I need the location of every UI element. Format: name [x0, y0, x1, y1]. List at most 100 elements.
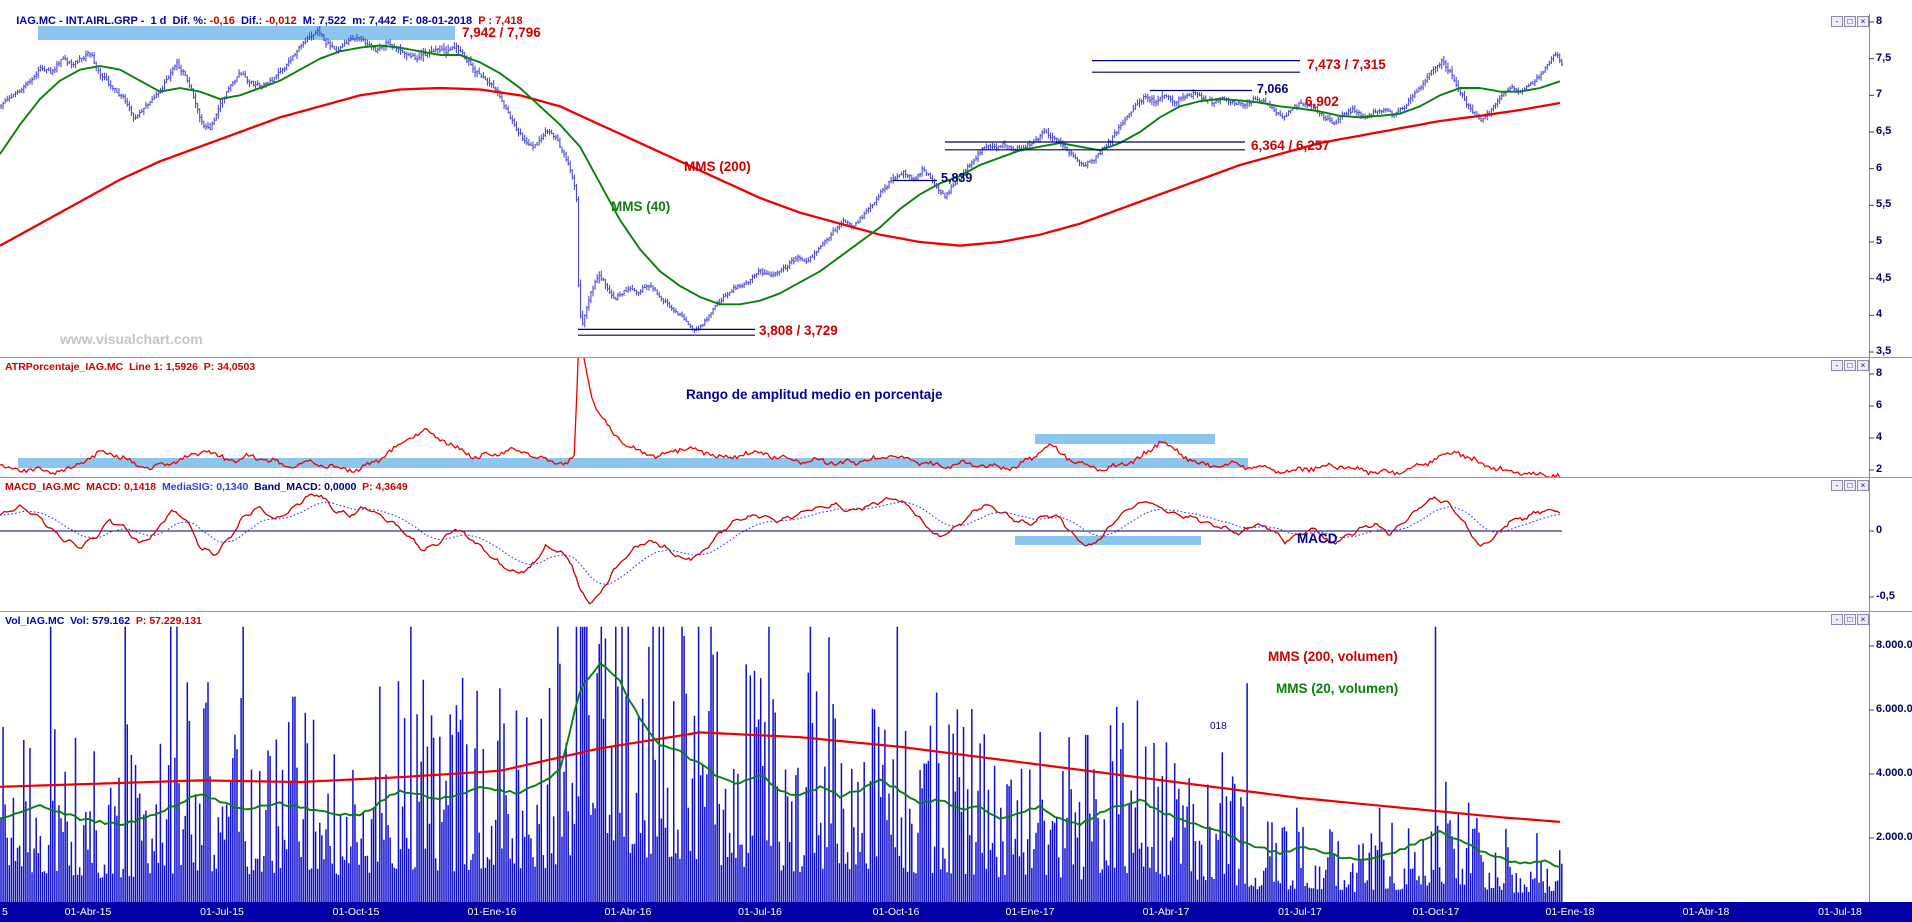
- header-segment: MACD: 0,1418: [86, 481, 162, 493]
- level-label-7473-7315[interactable]: 7,473 / 7,315: [1307, 57, 1386, 72]
- minimize-button[interactable]: -: [1831, 480, 1843, 491]
- level-label-3808-3729[interactable]: 3,808 / 3,729: [759, 323, 838, 338]
- highlight-band[interactable]: [38, 26, 455, 40]
- chart-title-bar: IAG.MC - INT.AIRL.GRP - 1 d Dif. %: -0,1…: [0, 0, 1912, 27]
- maximize-button[interactable]: □: [1844, 16, 1856, 27]
- header-segment: -0,012: [265, 15, 297, 27]
- y-axis-label: -0,5: [1876, 590, 1895, 602]
- date-label: 01-Ene-18: [1545, 906, 1595, 918]
- panel-window-controls: - □ ×: [1830, 360, 1869, 371]
- y-axis-label: 6.000.000: [1876, 703, 1912, 715]
- maximize-button[interactable]: □: [1844, 360, 1856, 371]
- level-label-7942-7796[interactable]: 7,942 / 7,796: [462, 25, 541, 40]
- price-close-ticks: [1, 30, 1564, 331]
- maximize-button[interactable]: □: [1844, 614, 1856, 625]
- y-axis-label: 6: [1876, 161, 1883, 174]
- volume-mms200-legend: MMS (200, volumen): [1268, 649, 1398, 664]
- highlight-band[interactable]: [1035, 434, 1215, 444]
- y-axis-label: 4.000.000: [1876, 767, 1912, 779]
- close-button[interactable]: ×: [1857, 360, 1869, 371]
- minimize-button[interactable]: -: [1831, 16, 1843, 27]
- y-axis-label: 4: [1876, 431, 1883, 443]
- date-label: 01-Oct-16: [872, 906, 920, 918]
- panel-window-controls: - □ ×: [1830, 614, 1869, 625]
- header-segment: IAG.MC - INT.AIRL.GRP - 1 d: [16, 15, 173, 27]
- header-segment: P : 7,418: [478, 15, 523, 27]
- atr-description-label: Rango de amplitud medio en porcentaje: [686, 387, 943, 402]
- header-segment: MediaSIG: 0,1340: [161, 481, 255, 493]
- date-label: 01-Ene-17: [1005, 906, 1055, 918]
- minimize-button[interactable]: -: [1831, 360, 1843, 371]
- close-button[interactable]: ×: [1857, 16, 1869, 27]
- y-axis-label: 6: [1876, 399, 1883, 411]
- mms200-value-label[interactable]: 6,902: [1305, 94, 1339, 109]
- header-segment: P: 34,0503: [203, 361, 256, 373]
- partial-year-label: 018: [1210, 721, 1227, 732]
- highlight-band[interactable]: [1015, 536, 1201, 545]
- date-label: 01-Ene-16: [467, 906, 517, 918]
- date-label: 01-Abr-18: [1682, 906, 1730, 918]
- y-axis-label: 3,5: [1876, 344, 1892, 357]
- atr-line: [0, 358, 1561, 478]
- header-segment: MACD_IAG.MC: [5, 481, 87, 493]
- y-axis-label: 8.000.000: [1876, 639, 1912, 651]
- maximize-button[interactable]: □: [1844, 480, 1856, 491]
- mms200-legend: MMS (200): [684, 159, 751, 174]
- date-label: 01-Jul-18: [1818, 906, 1862, 918]
- mms40-legend: MMS (40): [611, 199, 671, 214]
- header-segment: Dif. %:: [172, 15, 210, 27]
- highlight-band[interactable]: [18, 458, 1248, 468]
- close-button[interactable]: ×: [1857, 614, 1869, 625]
- macd-line: [0, 493, 1561, 605]
- volume-mms200-line: [0, 731, 1561, 823]
- close-button[interactable]: ×: [1857, 480, 1869, 491]
- watermark: www.visualchart.com: [60, 331, 203, 347]
- y-axis-label: 8: [1876, 367, 1883, 379]
- minimize-button[interactable]: -: [1831, 614, 1843, 625]
- y-axis-label: 0: [1876, 524, 1883, 536]
- panel-window-controls: - □ ×: [1830, 16, 1869, 27]
- volume-mms20-legend: MMS (20, volumen): [1276, 681, 1399, 696]
- time-axis[interactable]: 01-Abr-15 01-Jul-15 01-Oct-15 01-Ene-16 01-A…: [0, 902, 1912, 922]
- volume-mms20-line: [0, 662, 1561, 868]
- date-label: 01-Jul-15: [200, 906, 244, 918]
- header-segment: -0,16: [209, 15, 235, 27]
- level-label-6364-6257[interactable]: 6,364 / 6,257: [1251, 138, 1330, 153]
- header-segment: Line 1: 1,5926: [129, 361, 204, 373]
- volume-panel-graphics: [0, 626, 1563, 902]
- macd-panel-graphics: [0, 493, 1562, 605]
- mms200-line: [0, 86, 1561, 247]
- date-label: 01-Jul-17: [1278, 906, 1322, 918]
- header-segment: Band_MACD: 0,0000: [254, 481, 363, 493]
- header-segment: Dif.:: [234, 15, 266, 27]
- price-panel-graphics: [0, 26, 1564, 336]
- y-axis-label: 8: [1876, 15, 1883, 27]
- date-label-partial: 5: [2, 906, 8, 918]
- header-segment: Vol: 579.162: [70, 615, 136, 627]
- header-segment: ATRPorcentaje_IAG.MC: [5, 361, 130, 373]
- volume-bars: [0, 626, 1563, 902]
- header-segment: P: 57.229.131: [135, 615, 202, 627]
- y-axis-label: 2.000.000: [1876, 831, 1912, 843]
- mms40-line: [0, 44, 1561, 306]
- y-axis-label: 4,5: [1876, 271, 1892, 284]
- y-axis-label: 7,5: [1876, 51, 1892, 64]
- instrument-info: IAG.MC - INT.AIRL.GRP - 1 d Dif. %: -0,1…: [16, 15, 522, 27]
- date-label: 01-Abr-17: [1142, 906, 1190, 918]
- panel-window-controls: - □ ×: [1830, 480, 1869, 491]
- level-label-5839[interactable]: 5,839: [941, 171, 973, 185]
- date-label: 01-Abr-16: [604, 906, 652, 918]
- level-label-7066[interactable]: 7,066: [1257, 82, 1289, 96]
- header-segment: P: 4,3649: [362, 481, 408, 493]
- macd-panel-header: MACD_IAG.MC MACD: 0,1418 MediaSIG: 0,134…: [5, 481, 408, 493]
- header-segment: M: 7,522 m: 7,442 F: 08-01-2018: [296, 15, 479, 27]
- y-axis-label: 7: [1876, 88, 1883, 101]
- header-segment: Vol_IAG.MC: [5, 615, 71, 627]
- y-axis-label: 2: [1876, 463, 1883, 475]
- atr-panel-header: ATRPorcentaje_IAG.MC Line 1: 1,5926 P: 3…: [5, 361, 255, 373]
- date-label: 01-Oct-17: [1412, 906, 1460, 918]
- date-label: 01-Jul-16: [738, 906, 782, 918]
- macd-label: MACD: [1297, 531, 1338, 546]
